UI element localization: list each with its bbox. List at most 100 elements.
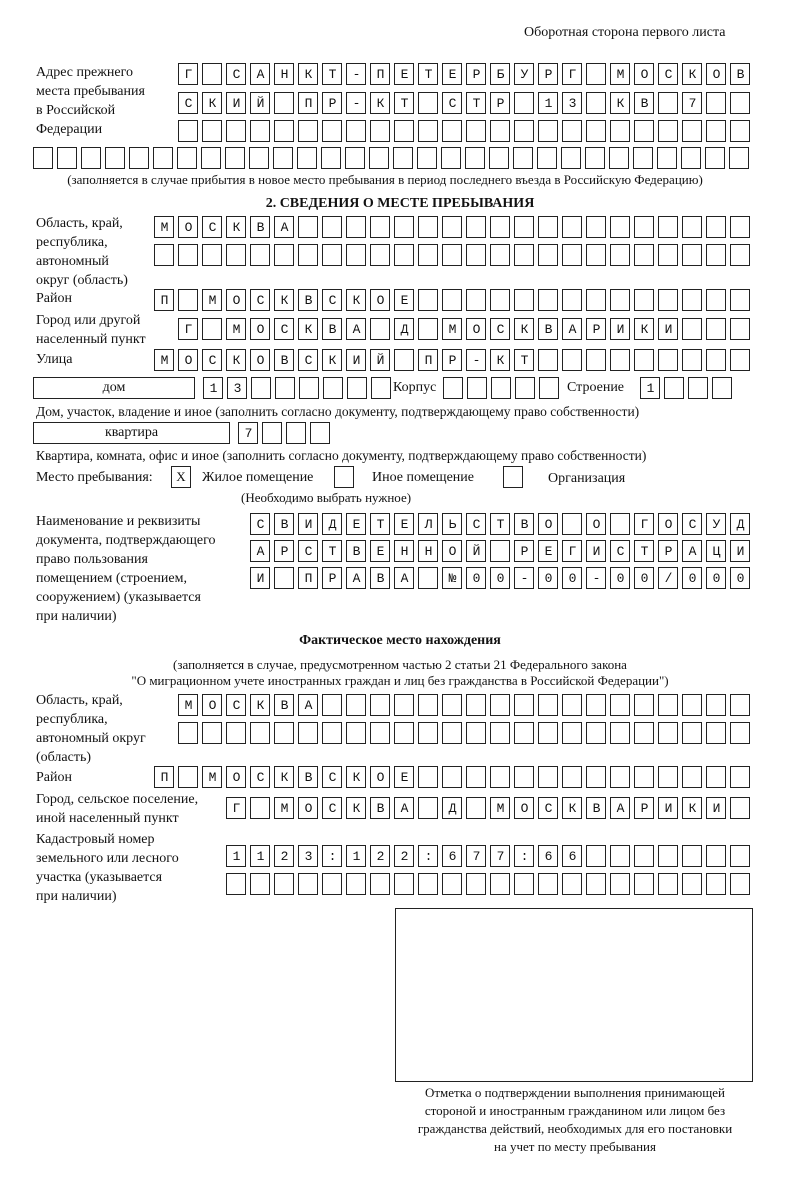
char-cell[interactable]: [178, 289, 198, 311]
char-cell[interactable]: [586, 540, 606, 562]
char-cell[interactable]: [274, 244, 294, 266]
char-cell[interactable]: [490, 92, 510, 114]
char-cell[interactable]: [562, 244, 582, 266]
char-cell[interactable]: [274, 722, 294, 744]
char-cell[interactable]: [706, 63, 726, 85]
char-cell[interactable]: [297, 147, 317, 169]
char-cell[interactable]: [658, 845, 678, 867]
char-cell[interactable]: [178, 318, 198, 340]
char-cell[interactable]: [202, 92, 222, 114]
char-cell[interactable]: [490, 318, 510, 340]
char-cell[interactable]: [322, 63, 342, 85]
char-cell[interactable]: [490, 513, 510, 535]
char-cell[interactable]: [562, 540, 582, 562]
actual-region-rows-1-boxes[interactable]: [178, 722, 750, 744]
char-cell[interactable]: [322, 797, 342, 819]
char-cell[interactable]: [201, 147, 221, 169]
char-cell[interactable]: [250, 845, 270, 867]
char-cell[interactable]: [562, 349, 582, 371]
char-cell[interactable]: [298, 216, 318, 238]
char-cell[interactable]: [322, 766, 342, 788]
char-cell[interactable]: [442, 349, 462, 371]
char-cell[interactable]: [562, 318, 582, 340]
char-cell[interactable]: [706, 216, 726, 238]
char-cell[interactable]: [586, 92, 606, 114]
char-cell[interactable]: [682, 216, 702, 238]
char-cell[interactable]: [418, 92, 438, 114]
char-cell[interactable]: [178, 244, 198, 266]
char-cell[interactable]: [442, 567, 462, 589]
char-cell[interactable]: [274, 63, 294, 85]
char-cell[interactable]: [466, 244, 486, 266]
char-cell[interactable]: [442, 694, 462, 716]
char-cell[interactable]: [634, 513, 654, 535]
char-cell[interactable]: [298, 92, 318, 114]
char-cell[interactable]: [250, 63, 270, 85]
char-cell[interactable]: [394, 63, 414, 85]
char-cell[interactable]: [442, 318, 462, 340]
char-cell[interactable]: [274, 797, 294, 819]
char-cell[interactable]: [322, 349, 342, 371]
char-cell[interactable]: [634, 92, 654, 114]
char-cell[interactable]: [298, 349, 318, 371]
char-cell[interactable]: [418, 694, 438, 716]
char-cell[interactable]: [442, 120, 462, 142]
char-cell[interactable]: [538, 318, 558, 340]
char-cell[interactable]: [418, 513, 438, 535]
char-cell[interactable]: [682, 766, 702, 788]
char-cell[interactable]: [539, 377, 559, 399]
char-cell[interactable]: [657, 147, 677, 169]
char-cell[interactable]: [226, 873, 246, 895]
char-cell[interactable]: [322, 513, 342, 535]
char-cell[interactable]: [490, 873, 510, 895]
char-cell[interactable]: [610, 873, 630, 895]
char-cell[interactable]: [274, 845, 294, 867]
char-cell[interactable]: [178, 63, 198, 85]
char-cell[interactable]: [538, 797, 558, 819]
char-cell[interactable]: [370, 845, 390, 867]
char-cell[interactable]: [634, 289, 654, 311]
char-cell[interactable]: [274, 216, 294, 238]
char-cell[interactable]: [466, 766, 486, 788]
char-cell[interactable]: [514, 873, 534, 895]
char-cell[interactable]: [418, 722, 438, 744]
char-cell[interactable]: [321, 147, 341, 169]
char-cell[interactable]: [466, 349, 486, 371]
char-cell[interactable]: [730, 216, 750, 238]
char-cell[interactable]: [610, 766, 630, 788]
char-cell[interactable]: [586, 318, 606, 340]
char-cell[interactable]: [682, 797, 702, 819]
char-cell[interactable]: [634, 694, 654, 716]
char-cell[interactable]: [490, 216, 510, 238]
char-cell[interactable]: [466, 216, 486, 238]
section2-flat-boxes[interactable]: 7: [238, 422, 330, 444]
char-cell[interactable]: [153, 147, 173, 169]
char-cell[interactable]: [634, 318, 654, 340]
char-cell[interactable]: [250, 120, 270, 142]
char-cell[interactable]: [370, 216, 390, 238]
char-cell[interactable]: [346, 289, 366, 311]
char-cell[interactable]: [105, 147, 125, 169]
char-cell[interactable]: [586, 845, 606, 867]
char-cell[interactable]: [250, 349, 270, 371]
char-cell[interactable]: [226, 120, 246, 142]
char-cell[interactable]: [682, 92, 702, 114]
char-cell[interactable]: [298, 845, 318, 867]
char-cell[interactable]: [658, 92, 678, 114]
char-cell[interactable]: [586, 244, 606, 266]
char-cell[interactable]: [586, 694, 606, 716]
char-cell[interactable]: [538, 567, 558, 589]
char-cell[interactable]: [634, 722, 654, 744]
section2-doc-rows-0-boxes[interactable]: СВИДЕТЕЛЬСТВО О ГОСУД: [250, 513, 750, 535]
char-cell[interactable]: [202, 349, 222, 371]
char-cell[interactable]: [274, 540, 294, 562]
char-cell[interactable]: [274, 349, 294, 371]
char-cell[interactable]: [466, 722, 486, 744]
char-cell[interactable]: [275, 377, 295, 399]
char-cell[interactable]: [730, 244, 750, 266]
char-cell[interactable]: [586, 797, 606, 819]
char-cell[interactable]: [562, 92, 582, 114]
char-cell[interactable]: [394, 766, 414, 788]
char-cell[interactable]: [418, 216, 438, 238]
char-cell[interactable]: [418, 318, 438, 340]
